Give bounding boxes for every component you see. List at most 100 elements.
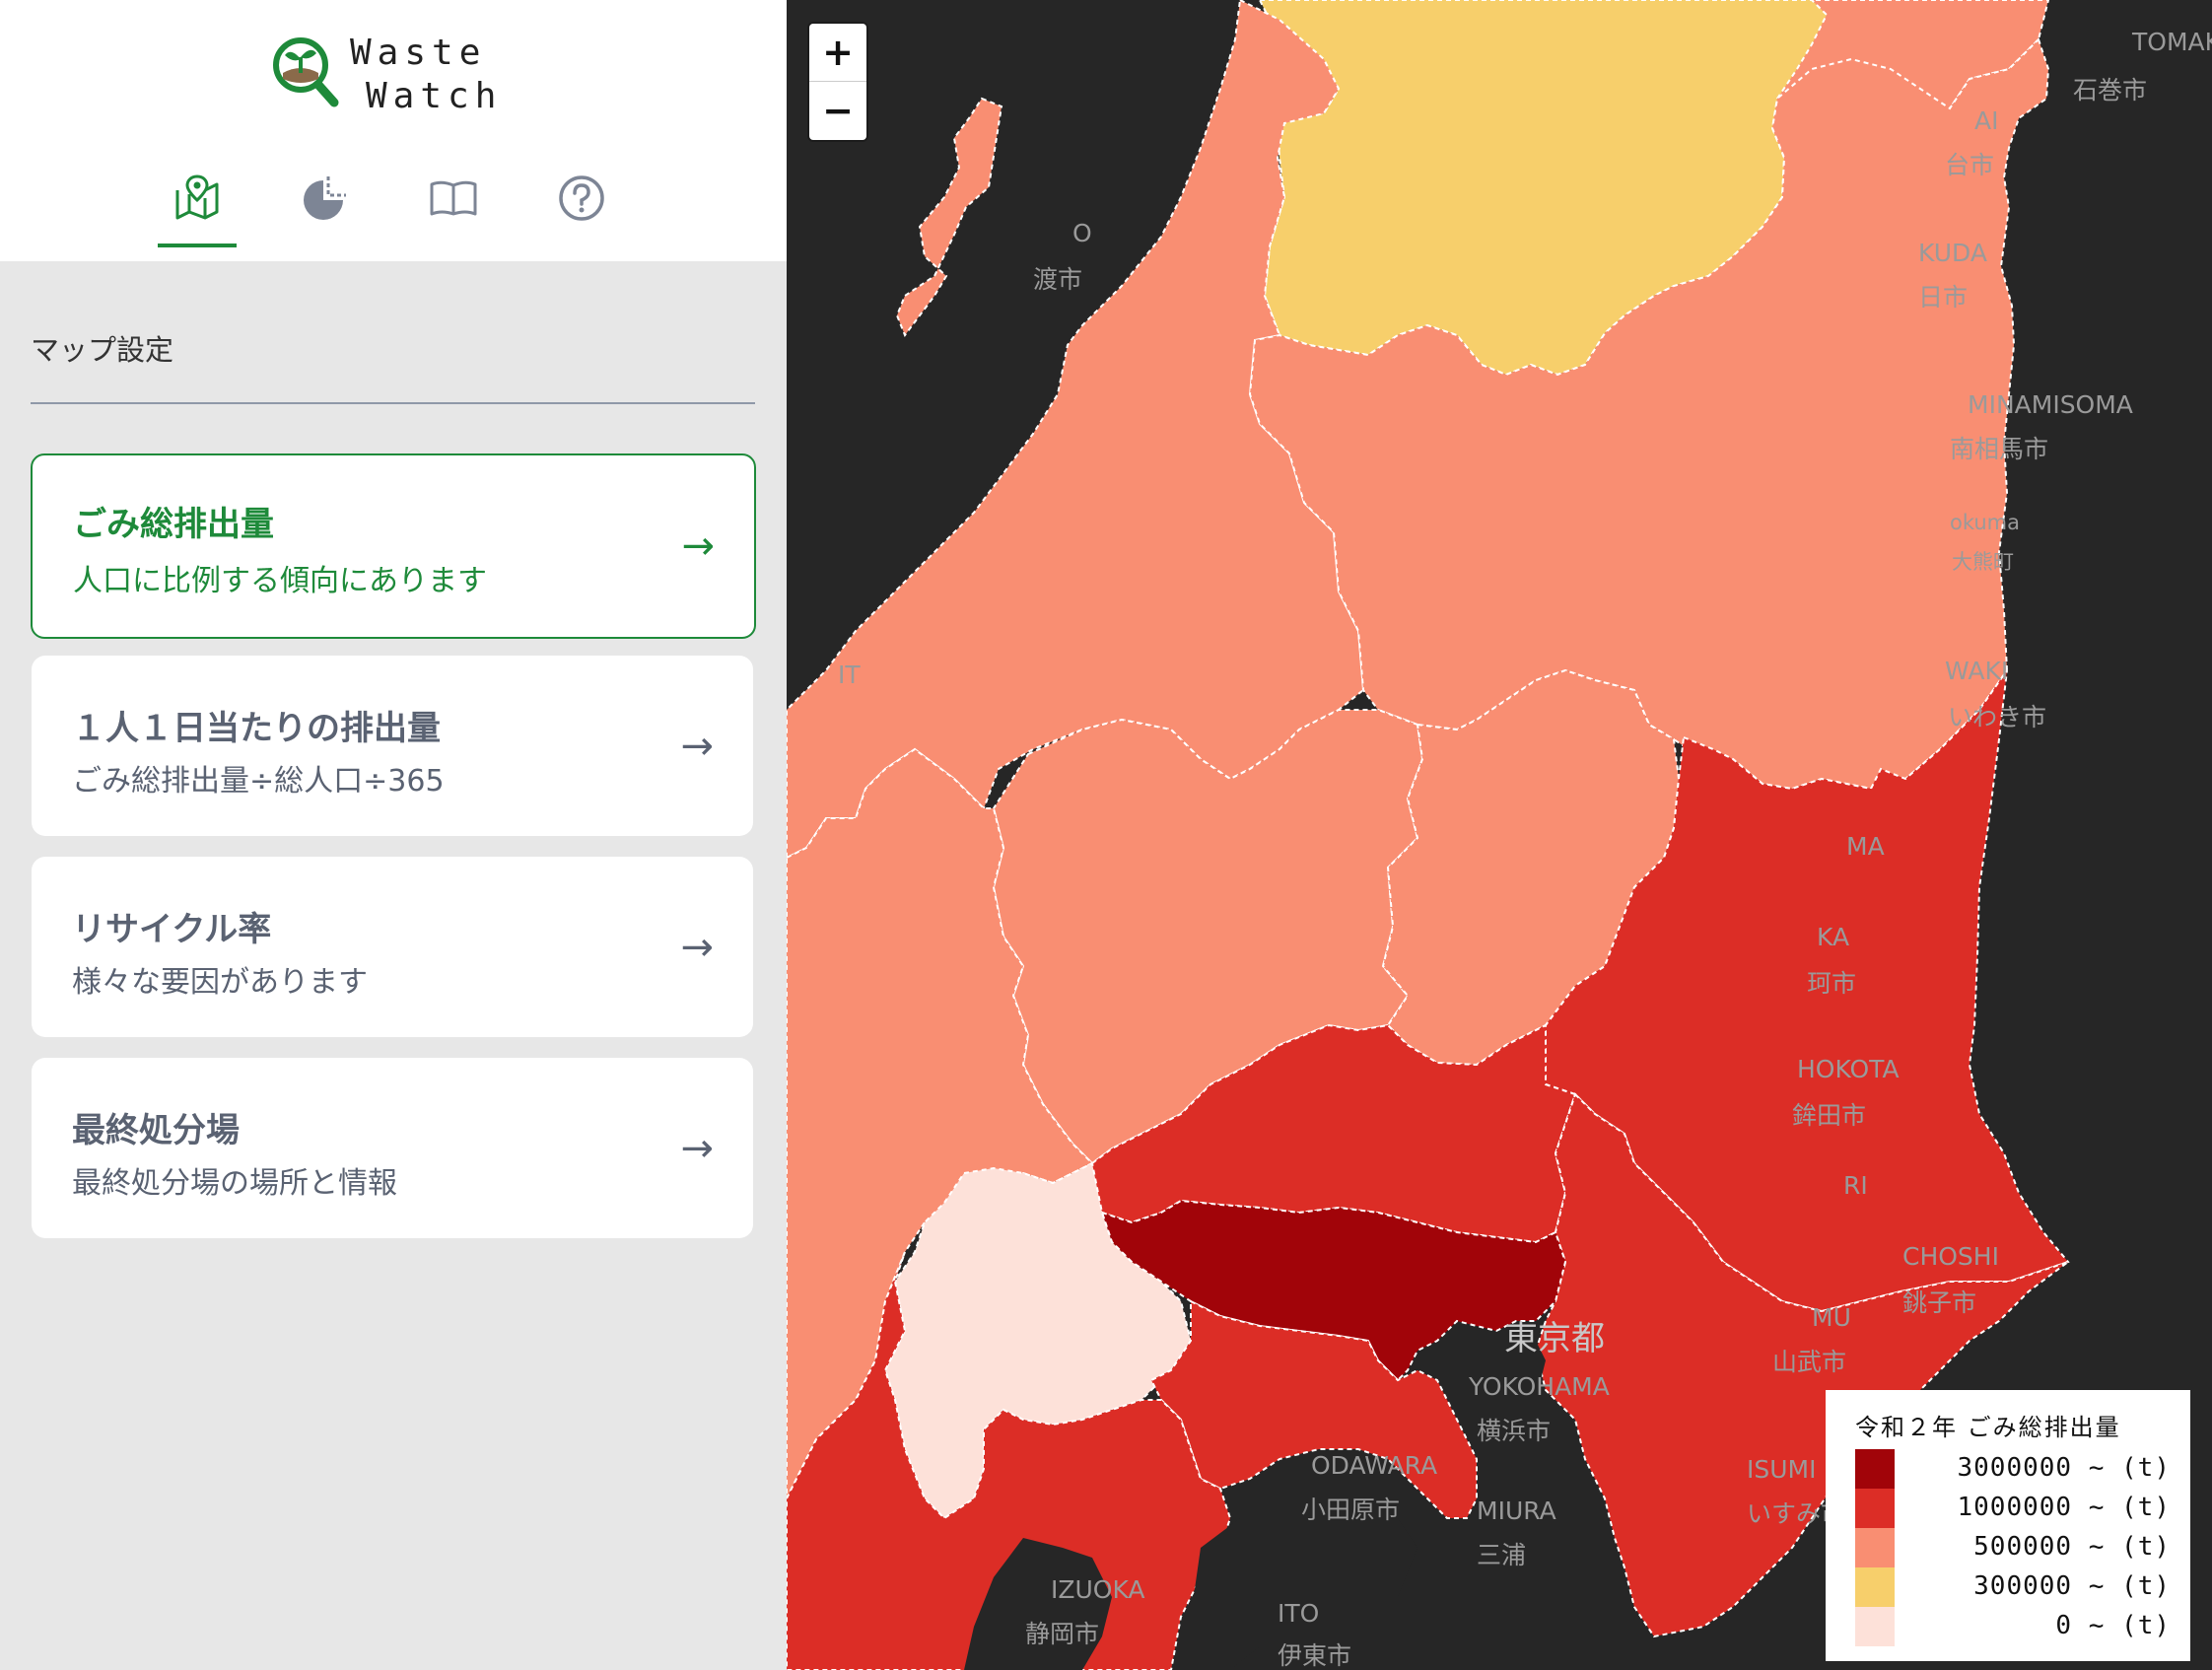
legend-swatch <box>1855 1489 1895 1528</box>
place-label: ODAWARA <box>1311 1451 1438 1480</box>
place-label: 静岡市 <box>1025 1620 1100 1648</box>
map-icon <box>175 174 219 220</box>
arrow-right-icon: → <box>680 723 714 769</box>
logo-line1: Waste <box>350 33 487 73</box>
tab-help[interactable] <box>542 173 621 244</box>
tab-map[interactable] <box>158 173 237 247</box>
card-title: １人１日当たりの排出量 <box>72 709 441 748</box>
place-label: HOKOTA <box>1797 1055 1900 1083</box>
arrow-right-icon: → <box>680 1125 714 1171</box>
place-label: 三浦 <box>1477 1541 1527 1569</box>
card-total-waste[interactable]: ごみ総排出量 人口に比例する傾向にあります → <box>31 453 756 639</box>
legend-label: 0 ~ (t) <box>2055 1611 2171 1640</box>
place-label: O <box>1072 219 1092 247</box>
legend-label: 500000 ~ (t) <box>1973 1532 2171 1562</box>
card-subtitle: ごみ総排出量÷総人口÷365 <box>72 764 445 799</box>
legend-label: 3000000 ~ (t) <box>1957 1453 2171 1483</box>
zoom-in-button[interactable]: + <box>809 24 866 82</box>
region-fukushima[interactable] <box>1248 37 2050 791</box>
card-subtitle: 最終処分場の場所と情報 <box>72 1166 397 1201</box>
book-icon <box>430 180 477 216</box>
arrow-right-icon: → <box>680 924 714 970</box>
logo-magnifier-sprout-icon <box>273 37 339 107</box>
place-label: WAKI <box>1945 657 2009 685</box>
arrow-right-icon: → <box>681 523 715 569</box>
place-label: 小田原市 <box>1301 1496 1401 1524</box>
place-label: 珂市 <box>1807 969 1857 998</box>
map-settings-heading: マップ設定 <box>31 333 174 367</box>
sidebar-header: Waste Watch <box>0 0 787 261</box>
place-label: IT <box>838 661 861 689</box>
place-label: MIURA <box>1477 1496 1556 1525</box>
place-label-tokyo: 東京都 <box>1504 1319 1605 1358</box>
logo-text: Waste Watch <box>350 32 502 118</box>
card-recycling-rate[interactable]: リサイクル率 様々な要因があります → <box>32 857 753 1037</box>
card-landfill[interactable]: 最終処分場 最終処分場の場所と情報 → <box>32 1058 753 1238</box>
zoom-out-button[interactable]: − <box>822 89 854 132</box>
choropleth-map[interactable]: + − TOMAKO 石巻市 AI 台市 KUDA 日市 MINAMISOMA … <box>787 0 2212 1670</box>
place-label: 日市 <box>1918 283 1969 312</box>
place-label: 台市 <box>1945 151 1995 179</box>
place-label: 大熊町 <box>1952 550 2014 574</box>
sagami-bay <box>1181 1498 1417 1670</box>
tokyo-bay <box>1467 1331 1546 1538</box>
place-label: okuma <box>1950 511 2020 534</box>
logo-line2: Watch <box>366 76 503 116</box>
legend-item: 300000 ~ (t) <box>1855 1567 2171 1607</box>
nav-tabs <box>158 173 631 247</box>
region-niigata[interactable] <box>787 0 1365 860</box>
region-shizuoka[interactable] <box>787 1251 1232 1670</box>
place-label: ISUMI <box>1747 1455 1817 1484</box>
card-subtitle: 人口に比例する傾向にあります <box>73 564 487 598</box>
sidebar: Waste Watch <box>0 0 787 1670</box>
card-subtitle: 様々な要因があります <box>72 965 368 1000</box>
place-label: YOKOHAMA <box>1469 1372 1610 1401</box>
card-title: リサイクル率 <box>72 910 272 949</box>
place-label: 山武市 <box>1772 1348 1847 1376</box>
legend-swatch <box>1855 1567 1895 1607</box>
zoom-control: + − <box>809 24 866 140</box>
app-logo[interactable]: Waste Watch <box>271 30 518 118</box>
place-label: 横浜市 <box>1477 1417 1552 1445</box>
place-label: KA <box>1817 923 1850 951</box>
place-label: AI <box>1974 106 1999 135</box>
legend-title: 令和２年 ごみ総排出量 <box>1855 1414 2121 1441</box>
place-label: 銚子市 <box>1902 1288 1977 1317</box>
place-label: MU <box>1812 1303 1851 1332</box>
card-title: ごみ総排出量 <box>73 505 274 544</box>
legend-swatch <box>1855 1449 1895 1489</box>
place-label: 鉾田市 <box>1792 1101 1867 1130</box>
place-label: MINAMISOMA <box>1968 390 2133 419</box>
help-icon <box>559 175 604 221</box>
legend-item: 1000000 ~ (t) <box>1855 1489 2171 1528</box>
place-label: ITO <box>1278 1599 1320 1628</box>
tab-guide[interactable] <box>414 173 493 244</box>
place-label: いわき市 <box>1948 703 2047 731</box>
pie-chart-icon <box>304 176 346 220</box>
region-nagano[interactable] <box>787 747 1094 1499</box>
card-per-capita-daily[interactable]: １人１日当たりの排出量 ごみ総排出量÷総人口÷365 → <box>32 656 753 836</box>
legend-item: 500000 ~ (t) <box>1855 1528 2171 1567</box>
place-label: RI <box>1843 1171 1868 1200</box>
suruga-bay <box>964 1538 1112 1670</box>
legend-swatch <box>1855 1607 1895 1646</box>
place-label: TOMAKO <box>2132 28 2212 56</box>
place-label: IZUOKA <box>1051 1575 1145 1604</box>
place-label: 南相馬市 <box>1950 435 2049 463</box>
place-label: 石巻市 <box>2073 76 2148 104</box>
legend-item: 0 ~ (t) <box>1855 1607 2171 1646</box>
legend-swatch <box>1855 1528 1895 1567</box>
map-canvas[interactable] <box>787 0 2212 1670</box>
map-legend: 令和２年 ごみ総排出量 3000000 ~ (t) 1000000 ~ (t) … <box>1826 1390 2190 1661</box>
tab-statistics[interactable] <box>286 173 365 244</box>
legend-label: 300000 ~ (t) <box>1973 1571 2171 1601</box>
legend-item: 3000000 ~ (t) <box>1855 1449 2171 1489</box>
region-sado-island[interactable] <box>895 97 1003 338</box>
card-title: 最終処分場 <box>72 1111 240 1150</box>
place-label: 伊東市 <box>1278 1641 1352 1670</box>
place-label: 渡市 <box>1033 265 1083 294</box>
divider <box>31 402 755 404</box>
place-label: KUDA <box>1918 239 1987 267</box>
place-label: CHOSHI <box>1902 1242 1999 1271</box>
legend-label: 1000000 ~ (t) <box>1957 1493 2171 1522</box>
